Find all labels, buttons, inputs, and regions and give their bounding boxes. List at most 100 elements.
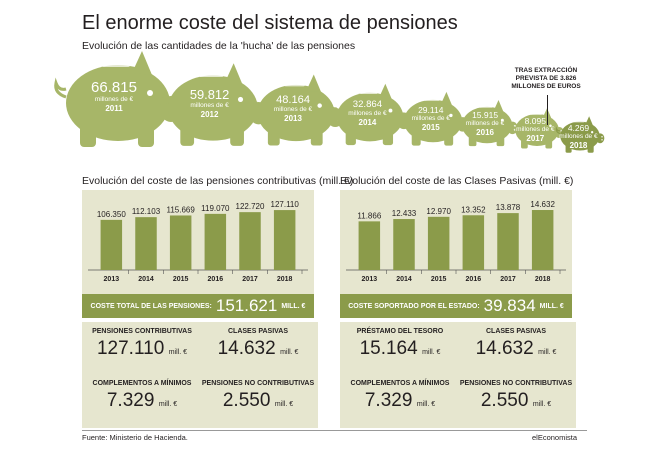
bar bbox=[273, 210, 296, 270]
hucha-amount-unit: millones de € bbox=[516, 126, 555, 134]
hucha-year: 2013 bbox=[284, 113, 302, 123]
bar bbox=[393, 219, 415, 270]
bar-value-label: 115.669 bbox=[167, 205, 196, 214]
hucha-amount-value: 48.164 bbox=[276, 93, 310, 106]
hucha-amount-label: 8.095 millones de €2017 bbox=[514, 116, 558, 143]
total-pensions-banner: COSTE TOTAL DE LAS PENSIONES: 151.621 MI… bbox=[82, 294, 314, 318]
summary-box: CLASES PASIVAS 14.632 mill. € bbox=[198, 322, 318, 376]
piggy-bank-icon bbox=[555, 116, 605, 153]
x-tick-label: 2013 bbox=[104, 276, 120, 283]
hucha-amount-unit: millones de € bbox=[559, 133, 598, 141]
bar bbox=[204, 213, 227, 270]
bar-value-label: 122.720 bbox=[236, 202, 265, 211]
hucha-amount-label: 48.164 millones de €2013 bbox=[258, 94, 327, 123]
summary-box: PENSIONES NO CONTRIBUTIVAS 2.550 mill. € bbox=[456, 374, 576, 428]
hucha-year: 2014 bbox=[358, 118, 377, 128]
bar-value-label: 119.070 bbox=[201, 204, 230, 213]
bar-value-label: 11.866 bbox=[357, 211, 381, 220]
hucha-amount-value: 15.915 bbox=[472, 110, 499, 121]
summary-box-value: 7.329 bbox=[106, 390, 155, 411]
x-tick-label: 2015 bbox=[173, 276, 189, 283]
total-pensions-unit: MILL. € bbox=[281, 302, 306, 310]
summary-box-unit: mill. € bbox=[168, 349, 187, 356]
summary-box: CLASES PASIVAS 14.632 mill. € bbox=[456, 322, 576, 376]
bar-value-label: 13.352 bbox=[461, 205, 486, 214]
hucha-year: 2012 bbox=[200, 109, 219, 119]
contributive-chart-title: Evolución del coste de las pensiones con… bbox=[82, 175, 354, 187]
hucha-amount-value: 32.864 bbox=[352, 99, 383, 111]
summary-box-value: 15.164 bbox=[359, 338, 418, 359]
summary-box: PENSIONES CONTRIBUTIVAS 127.110 mill. € bbox=[82, 322, 202, 376]
summary-box-label: PRÉSTAMO DEL TESORO bbox=[356, 328, 444, 335]
hucha-amount-unit: millones de € bbox=[273, 105, 313, 113]
summary-box-label: PENSIONES NO CONTRIBUTIVAS bbox=[459, 380, 573, 387]
hucha-amount-label: 15.915 millones de €2016 bbox=[461, 110, 509, 137]
x-tick-label: 2014 bbox=[396, 276, 412, 283]
contributive-chart-panel: 106.350 2013 112.103 2014 115.669 2015 119.070… bbox=[82, 190, 314, 294]
hucha-amount-unit: millones de € bbox=[465, 120, 505, 128]
piggy-bank-icon bbox=[456, 100, 518, 147]
hucha-amount-unit: millones de € bbox=[411, 114, 450, 122]
summary-box-value: 2.550 bbox=[480, 390, 529, 411]
summary-box-label: CLASES PASIVAS bbox=[485, 328, 547, 335]
state-cost-label: COSTE SOPORTADO POR EL ESTADO: bbox=[348, 302, 480, 310]
total-pensions-label: COSTE TOTAL DE LAS PENSIONES: bbox=[90, 302, 212, 310]
bar-value-label: 106.350 bbox=[97, 210, 126, 219]
hucha-amount-label: 29.114 millones de €2015 bbox=[403, 105, 458, 132]
hucha-amount-label: 4.269 millones de €2018 bbox=[558, 123, 598, 150]
summary-box-value: 127.110 bbox=[96, 338, 165, 359]
brand-logo: elEconomista bbox=[532, 433, 578, 442]
clases-pasivas-chart-panel: 11.866 2013 12.433 2014 12.970 2015 13.352 2016… bbox=[340, 190, 572, 294]
bar bbox=[358, 221, 381, 270]
x-tick-label: 2015 bbox=[431, 276, 447, 283]
x-tick-label: 2013 bbox=[362, 276, 378, 283]
bar bbox=[462, 215, 485, 270]
clases-pasivas-chart-title: Evolución del coste de las Clases Pasiva… bbox=[340, 175, 574, 187]
bar bbox=[497, 213, 519, 270]
bar bbox=[100, 219, 123, 270]
bar-value-label: 112.103 bbox=[132, 207, 161, 216]
bar-value-label: 12.970 bbox=[426, 207, 451, 216]
bar bbox=[135, 217, 157, 270]
summary-box-unit: mill. € bbox=[538, 349, 557, 356]
summary-box-value: 14.632 bbox=[475, 338, 534, 359]
hucha-amount-label: 59.812 millones de €2012 bbox=[170, 87, 249, 119]
summary-box-unit: mill. € bbox=[416, 401, 436, 408]
summary-box-label: COMPLEMENTOS A MÍNIMOS bbox=[92, 380, 192, 387]
state-cost-banner: COSTE SOPORTADO POR EL ESTADO: 39.834 MI… bbox=[340, 294, 572, 318]
footer-rule bbox=[82, 430, 587, 431]
summary-box-label: CLASES PASIVAS bbox=[227, 328, 289, 335]
extraction-note: TRAS EXTRACCIÓN PREVISTA DE 3.826 MILLON… bbox=[511, 67, 581, 90]
summary-box-unit: mill. € bbox=[158, 401, 178, 408]
bar-value-label: 12.433 bbox=[392, 209, 417, 218]
summary-box: COMPLEMENTOS A MÍNIMOS 7.329 mill. € bbox=[82, 374, 202, 428]
summary-box-unit: mill. € bbox=[422, 349, 441, 356]
hucha-amount-unit: millones de € bbox=[348, 110, 387, 118]
bar bbox=[531, 210, 554, 270]
summary-box-unit: mill. € bbox=[532, 401, 552, 408]
x-tick-label: 2017 bbox=[242, 276, 258, 283]
hucha-amount-unit: millones de € bbox=[94, 96, 134, 103]
state-cost-unit: MILL. € bbox=[539, 302, 564, 310]
hucha-amount-value: 29.114 bbox=[418, 104, 444, 115]
x-tick-label: 2017 bbox=[500, 276, 516, 283]
hucha-amount-value: 66.815 bbox=[91, 79, 137, 96]
hucha-year: 2016 bbox=[476, 128, 494, 138]
x-tick-label: 2016 bbox=[466, 276, 482, 283]
bar-value-label: 127.110 bbox=[271, 200, 300, 209]
summary-box-label: PENSIONES NO CONTRIBUTIVAS bbox=[201, 380, 315, 387]
hucha-pig-row bbox=[54, 51, 605, 153]
hucha-year: 2017 bbox=[526, 134, 545, 144]
hucha-year: 2015 bbox=[421, 122, 440, 132]
hucha-amount-value: 59.812 bbox=[189, 86, 230, 102]
x-tick-label: 2018 bbox=[535, 276, 551, 283]
x-tick-label: 2018 bbox=[277, 276, 293, 283]
hucha-amount-label: 66.815 millones de €2011 bbox=[69, 79, 159, 113]
summary-box-unit: mill. € bbox=[274, 401, 294, 408]
total-pensions-value: 151.621 bbox=[215, 296, 278, 315]
bar-value-label: 14.632 bbox=[530, 200, 555, 209]
summary-box: PRÉSTAMO DEL TESORO 15.164 mill. € bbox=[340, 322, 460, 376]
page-title: El enorme coste del sistema de pensiones bbox=[82, 12, 458, 34]
x-tick-label: 2014 bbox=[138, 276, 154, 283]
hucha-year: 2018 bbox=[569, 141, 588, 151]
